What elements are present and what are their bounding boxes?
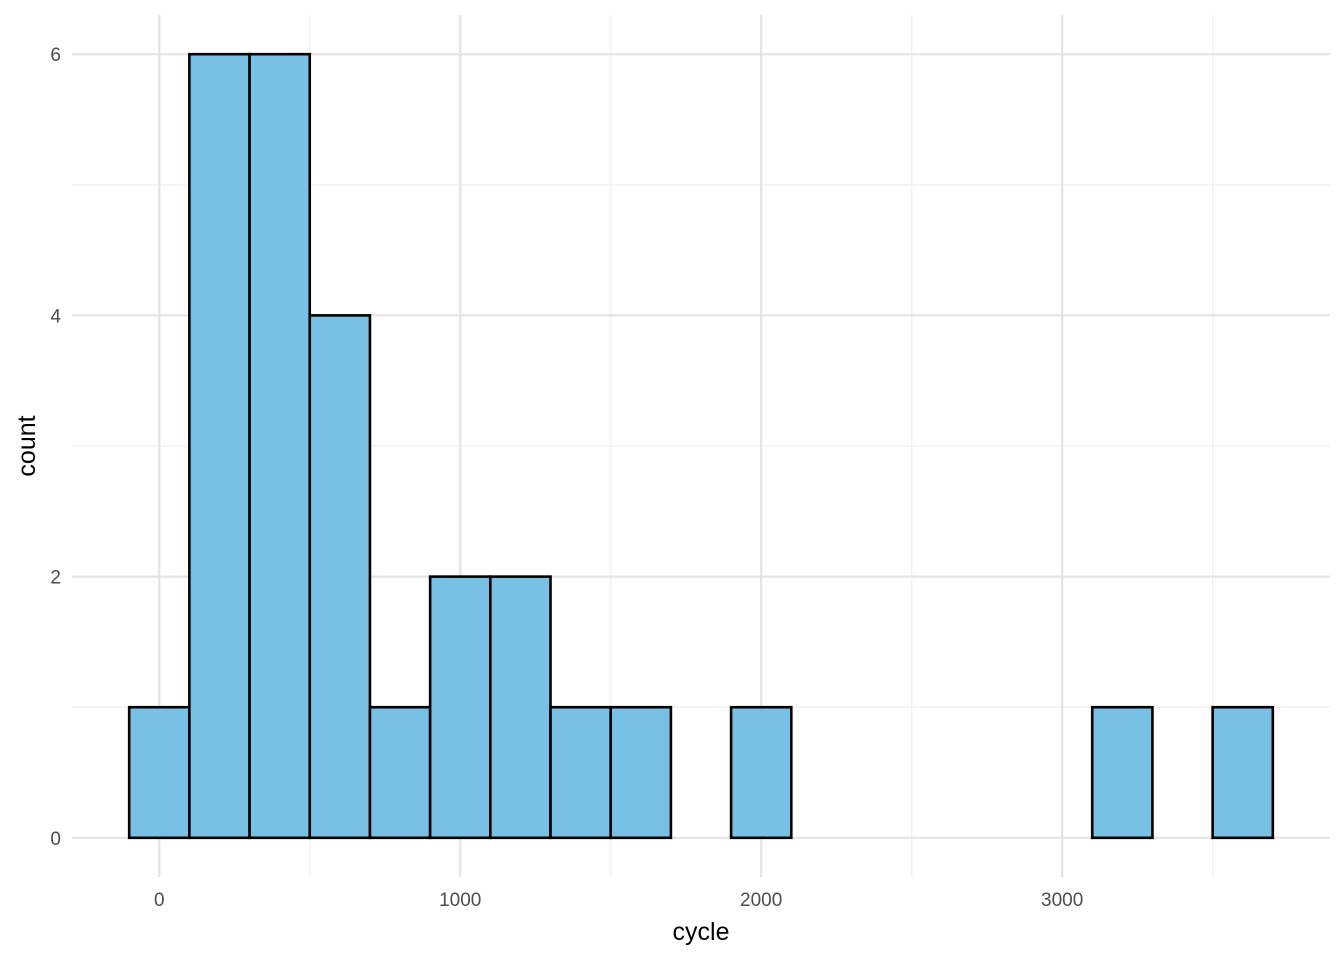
histogram-bar: [489, 575, 552, 840]
histogram-bar: [609, 705, 673, 840]
x-axis-title: cycle: [673, 918, 730, 946]
x-tick-label: 3000: [1041, 890, 1083, 911]
histogram-bar: [248, 52, 312, 840]
histogram-bar: [729, 705, 793, 840]
histogram-bar: [188, 52, 251, 840]
histogram-bar: [1090, 705, 1154, 840]
y-axis-title: count: [13, 415, 41, 476]
histogram-bar: [368, 705, 432, 840]
y-tick-label: 0: [50, 829, 61, 850]
histogram-bar: [308, 314, 372, 840]
histogram-bar: [428, 575, 492, 840]
y-tick-label: 2: [50, 568, 61, 589]
histogram-bar: [1211, 705, 1275, 840]
x-tick-label: 2000: [740, 890, 782, 911]
x-axis-tick-labels: 0 1000 2000 3000: [154, 890, 1083, 911]
x-tick-label: 0: [154, 890, 165, 911]
y-tick-label: 4: [50, 306, 61, 327]
y-tick-label: 6: [50, 45, 61, 66]
histogram-bars: [127, 52, 1275, 840]
histogram-bar: [127, 705, 191, 840]
y-axis-tick-labels: 0 2 4 6: [50, 45, 61, 850]
x-tick-label: 1000: [439, 890, 481, 911]
histogram-bar: [549, 705, 613, 840]
